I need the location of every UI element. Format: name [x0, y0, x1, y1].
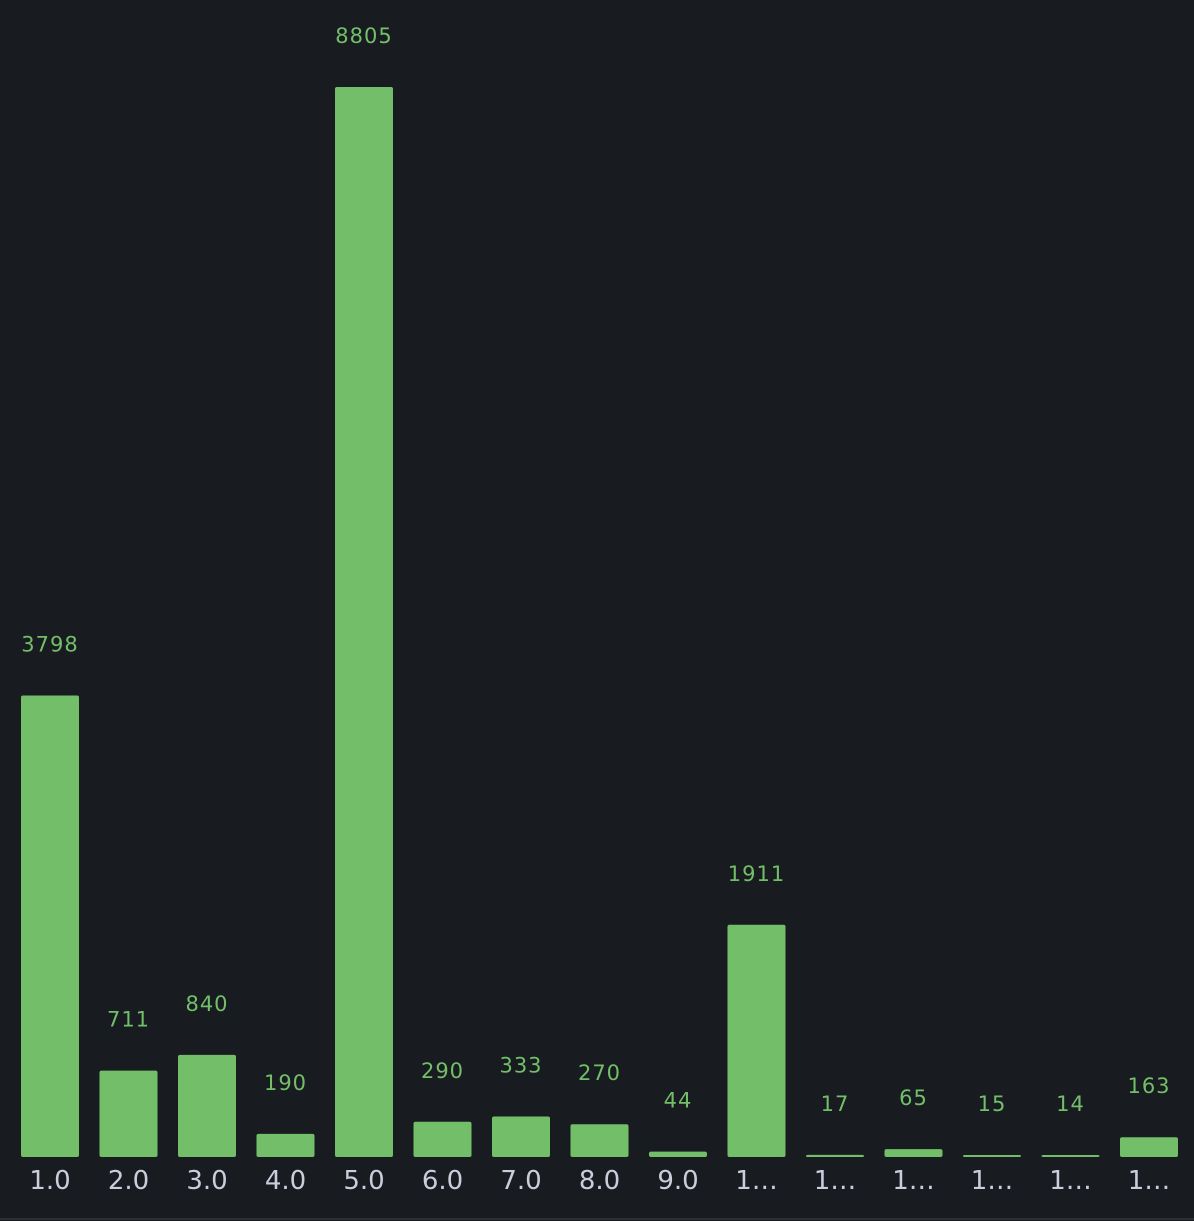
bar	[178, 1054, 236, 1157]
x-tick-label: 7.0	[500, 1166, 541, 1196]
x-tick-label: 8.0	[579, 1166, 620, 1196]
value-label: 1911	[728, 862, 785, 886]
bar	[1120, 1137, 1178, 1157]
x-tick-label: 1…	[735, 1166, 778, 1196]
x-tick-label: 1…	[892, 1166, 935, 1196]
value-label: 840	[185, 992, 228, 1016]
value-label: 65	[899, 1086, 928, 1110]
x-tick-label: 4.0	[265, 1166, 306, 1196]
value-label: 270	[578, 1061, 621, 1085]
value-label: 14	[1056, 1092, 1085, 1116]
x-tick-label: 9.0	[657, 1166, 698, 1196]
bar	[806, 1154, 864, 1157]
bar	[963, 1155, 1021, 1157]
bar	[570, 1124, 629, 1157]
value-label: 15	[978, 1092, 1007, 1116]
x-tick-label: 5.0	[343, 1166, 384, 1196]
value-label: 163	[1127, 1074, 1170, 1098]
bar	[492, 1116, 550, 1157]
value-label: 333	[499, 1054, 542, 1078]
x-tick-label: 1…	[814, 1166, 857, 1196]
value-label: 3798	[21, 632, 78, 656]
bar	[413, 1121, 472, 1157]
bar	[1041, 1155, 1100, 1157]
value-label: 17	[821, 1092, 850, 1116]
x-tick-label: 1…	[971, 1166, 1014, 1196]
x-tick-label: 2.0	[108, 1166, 149, 1196]
value-label: 190	[264, 1071, 307, 1095]
x-tick-label: 6.0	[422, 1166, 463, 1196]
x-tick-label: 1…	[1049, 1166, 1092, 1196]
x-tick-label: 1…	[1128, 1166, 1171, 1196]
value-label: 44	[664, 1089, 693, 1113]
value-label: 8805	[335, 24, 392, 48]
x-tick-label: 3.0	[186, 1166, 227, 1196]
bar	[335, 87, 393, 1157]
value-label: 711	[107, 1008, 150, 1032]
x-tick-label: 1.0	[29, 1166, 70, 1196]
bar	[727, 924, 786, 1157]
bar	[884, 1149, 943, 1157]
bar	[256, 1133, 315, 1157]
value-label: 290	[421, 1059, 464, 1083]
bar	[99, 1070, 158, 1157]
bar	[21, 695, 79, 1157]
bar	[649, 1151, 707, 1157]
